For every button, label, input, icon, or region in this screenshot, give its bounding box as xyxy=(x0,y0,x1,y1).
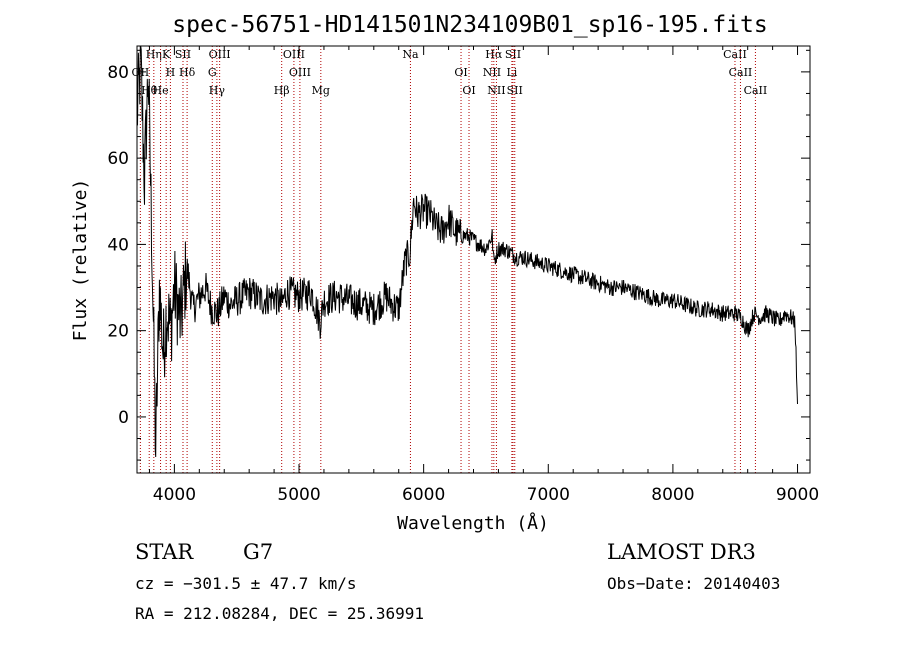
line-label: SII xyxy=(505,48,521,61)
x-tick-label: 5000 xyxy=(277,485,320,505)
y-tick-label: 0 xyxy=(118,408,129,428)
line-label: Mg xyxy=(312,84,330,97)
x-axis-label: Wavelength (Å) xyxy=(397,512,549,534)
chart-title: spec-56751-HD141501N234109B01_sp16-195.f… xyxy=(172,12,767,38)
x-tick-label: 6000 xyxy=(402,485,445,505)
ra-dec: RA = 212.08284, DEC = 25.36991 xyxy=(135,604,424,623)
line-label: NII xyxy=(487,84,505,97)
object-subclass: G7 xyxy=(243,540,274,564)
x-tick-label: 7000 xyxy=(527,485,570,505)
line-label: Na xyxy=(402,48,419,61)
observation-date: Obs−Date: 20140403 xyxy=(607,574,781,593)
redshift-cz: cz = −301.5 ± 47.7 km/s xyxy=(135,574,357,593)
line-label: OIII xyxy=(283,48,305,61)
line-label: OIII xyxy=(289,66,311,79)
line-markers: HηOIIHθKHδHeSIIHHγOIIIGHβOIIIOIIIMgNaOIO… xyxy=(132,46,768,473)
line-label: Hβ xyxy=(274,84,290,97)
line-label: CaII xyxy=(729,66,753,79)
line-label: Hδ xyxy=(179,66,196,79)
line-label: OI xyxy=(454,66,467,79)
y-axis-label: Flux (relative) xyxy=(70,179,91,342)
line-label: Li xyxy=(506,66,517,79)
line-label: SII xyxy=(175,48,191,61)
x-tick-label: 9000 xyxy=(776,485,819,505)
line-label: K xyxy=(162,48,171,61)
x-tick-label: 4000 xyxy=(153,485,196,505)
line-label: Hη xyxy=(146,48,162,61)
line-label: CaII xyxy=(744,84,768,97)
axis-ticks: 4000 5000 6000 7000 8000 9000 0 20 40 60 80 xyxy=(107,46,819,505)
plot-frame xyxy=(136,45,811,474)
flux-series-line xyxy=(136,45,798,458)
line-label: He xyxy=(153,84,169,97)
y-tick-label: 80 xyxy=(107,63,129,83)
line-label: Hα xyxy=(485,48,503,61)
line-label: G xyxy=(208,66,217,79)
line-label: CaII xyxy=(723,48,747,61)
y-tick-label: 60 xyxy=(107,149,129,169)
y-tick-label: 20 xyxy=(107,322,129,342)
line-label: NII xyxy=(483,66,501,79)
y-tick-label: 40 xyxy=(107,235,129,255)
survey-name: LAMOST DR3 xyxy=(607,540,756,564)
line-label: OI xyxy=(462,84,475,97)
line-label: H xyxy=(166,66,176,79)
line-label: SII xyxy=(507,84,523,97)
line-label: OIII xyxy=(209,48,231,61)
line-label: Hγ xyxy=(209,84,226,97)
x-tick-label: 8000 xyxy=(651,485,694,505)
object-class: STAR xyxy=(135,540,194,564)
